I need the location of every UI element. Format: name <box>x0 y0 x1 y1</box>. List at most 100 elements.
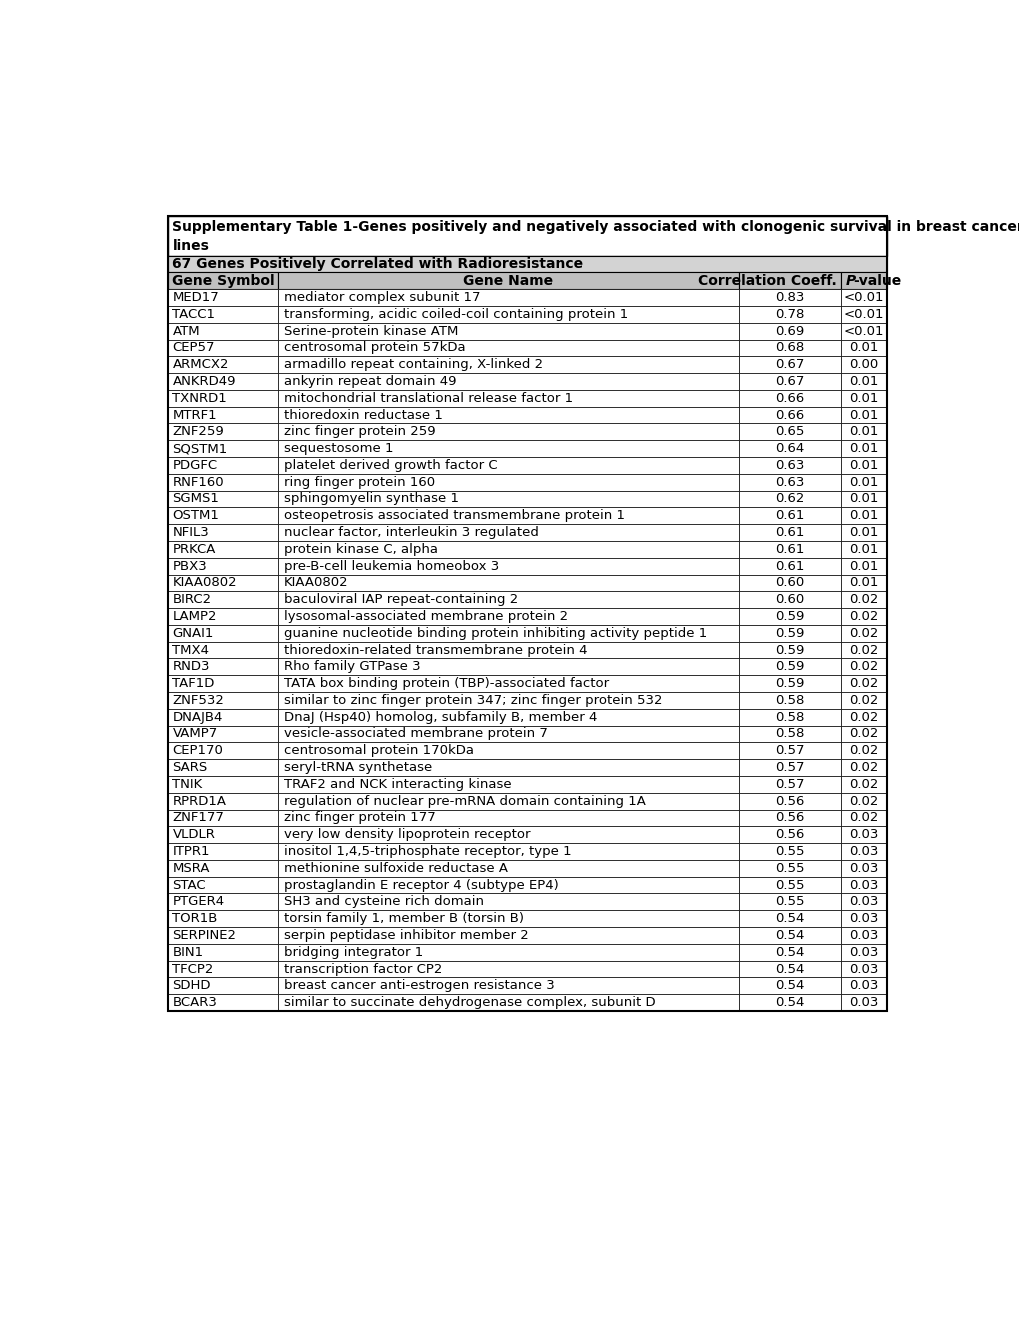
Text: Gene Name: Gene Name <box>463 273 553 288</box>
Text: protein kinase C, alpha: protein kinase C, alpha <box>283 543 437 556</box>
Text: 0.01: 0.01 <box>849 375 878 388</box>
Text: 0.57: 0.57 <box>774 777 804 791</box>
Bar <box>738 558 841 574</box>
Text: 0.02: 0.02 <box>849 677 878 690</box>
Bar <box>738 306 841 323</box>
Text: transcription factor CP2: transcription factor CP2 <box>283 962 442 975</box>
Text: bridging integrator 1: bridging integrator 1 <box>283 945 423 958</box>
Text: SGMS1: SGMS1 <box>172 492 219 506</box>
Text: PTGER4: PTGER4 <box>172 895 224 908</box>
Text: RNF160: RNF160 <box>172 475 224 488</box>
Bar <box>168 216 887 1011</box>
Bar <box>738 474 841 491</box>
Text: ZNF532: ZNF532 <box>172 694 224 708</box>
Bar <box>738 961 841 977</box>
Text: 0.56: 0.56 <box>774 795 804 808</box>
Text: BIRC2: BIRC2 <box>172 593 211 606</box>
Text: TXNRD1: TXNRD1 <box>172 392 227 405</box>
Bar <box>168 356 277 374</box>
Bar <box>168 826 277 843</box>
Bar <box>738 339 841 356</box>
Bar <box>277 692 738 709</box>
Bar <box>277 709 738 726</box>
Text: 0.01: 0.01 <box>849 527 878 539</box>
Text: 0.03: 0.03 <box>849 912 878 925</box>
Text: mediator complex subunit 17: mediator complex subunit 17 <box>283 292 480 304</box>
Text: vesicle-associated membrane protein 7: vesicle-associated membrane protein 7 <box>283 727 547 741</box>
Bar <box>841 742 887 759</box>
Text: 0.03: 0.03 <box>849 997 878 1008</box>
Text: 0.58: 0.58 <box>774 727 804 741</box>
Text: 0.54: 0.54 <box>774 912 804 925</box>
Bar <box>738 944 841 961</box>
Text: armadillo repeat containing, X-linked 2: armadillo repeat containing, X-linked 2 <box>283 358 543 371</box>
Bar <box>168 216 887 256</box>
Bar <box>841 374 887 389</box>
Bar <box>277 994 738 1011</box>
Bar <box>841 407 887 424</box>
Text: KIAA0802: KIAA0802 <box>172 577 236 590</box>
Text: 0.59: 0.59 <box>774 677 804 690</box>
Bar <box>277 676 738 692</box>
Bar <box>168 676 277 692</box>
Bar <box>168 692 277 709</box>
Text: guanine nucleotide binding protein inhibiting activity peptide 1: guanine nucleotide binding protein inhib… <box>283 627 706 640</box>
Bar <box>738 894 841 911</box>
Text: inositol 1,4,5-triphosphate receptor, type 1: inositol 1,4,5-triphosphate receptor, ty… <box>283 845 571 858</box>
Bar <box>841 676 887 692</box>
Bar <box>738 441 841 457</box>
Bar <box>168 457 277 474</box>
Bar <box>841 306 887 323</box>
Text: pre-B-cell leukemia homeobox 3: pre-B-cell leukemia homeobox 3 <box>283 560 499 573</box>
Text: 0.55: 0.55 <box>774 879 804 891</box>
Text: 0.02: 0.02 <box>849 593 878 606</box>
Bar <box>738 776 841 793</box>
Bar <box>277 491 738 507</box>
Bar <box>738 424 841 441</box>
Text: 0.01: 0.01 <box>849 560 878 573</box>
Text: <0.01: <0.01 <box>843 325 883 338</box>
Bar <box>168 524 277 541</box>
Bar <box>738 609 841 624</box>
Text: <0.01: <0.01 <box>843 308 883 321</box>
Text: PRKCA: PRKCA <box>172 543 216 556</box>
Text: ITPR1: ITPR1 <box>172 845 210 858</box>
Text: 0.01: 0.01 <box>849 510 878 523</box>
Text: 0.02: 0.02 <box>849 710 878 723</box>
Text: Supplementary Table 1-Genes positively and negatively associated with clonogenic: Supplementary Table 1-Genes positively a… <box>172 220 1019 234</box>
Text: 0.59: 0.59 <box>774 627 804 640</box>
Text: lysosomal-associated membrane protein 2: lysosomal-associated membrane protein 2 <box>283 610 568 623</box>
Text: 0.01: 0.01 <box>849 577 878 590</box>
Bar <box>277 591 738 609</box>
Bar <box>841 591 887 609</box>
Bar <box>277 742 738 759</box>
Text: similar to zinc finger protein 347; zinc finger protein 532: similar to zinc finger protein 347; zinc… <box>283 694 662 708</box>
Bar <box>168 289 277 306</box>
Bar <box>277 574 738 591</box>
Bar <box>277 659 738 676</box>
Bar <box>738 692 841 709</box>
Bar <box>841 558 887 574</box>
Bar <box>168 843 277 859</box>
Text: osteopetrosis associated transmembrane protein 1: osteopetrosis associated transmembrane p… <box>283 510 625 523</box>
Text: 0.54: 0.54 <box>774 979 804 993</box>
Text: SDHD: SDHD <box>172 979 211 993</box>
Bar <box>738 272 841 289</box>
Text: 0.61: 0.61 <box>774 543 804 556</box>
Text: ZNF177: ZNF177 <box>172 812 224 825</box>
Bar <box>841 809 887 826</box>
Bar <box>168 272 277 289</box>
Bar <box>277 272 738 289</box>
Bar <box>738 541 841 558</box>
Bar <box>841 323 887 339</box>
Bar <box>168 374 277 389</box>
Bar <box>168 994 277 1011</box>
Bar <box>277 726 738 742</box>
Text: 0.03: 0.03 <box>849 979 878 993</box>
Bar <box>277 961 738 977</box>
Text: 0.56: 0.56 <box>774 828 804 841</box>
Bar <box>841 356 887 374</box>
Text: 0.60: 0.60 <box>774 593 804 606</box>
Bar <box>841 289 887 306</box>
Text: KIAA0802: KIAA0802 <box>283 577 348 590</box>
